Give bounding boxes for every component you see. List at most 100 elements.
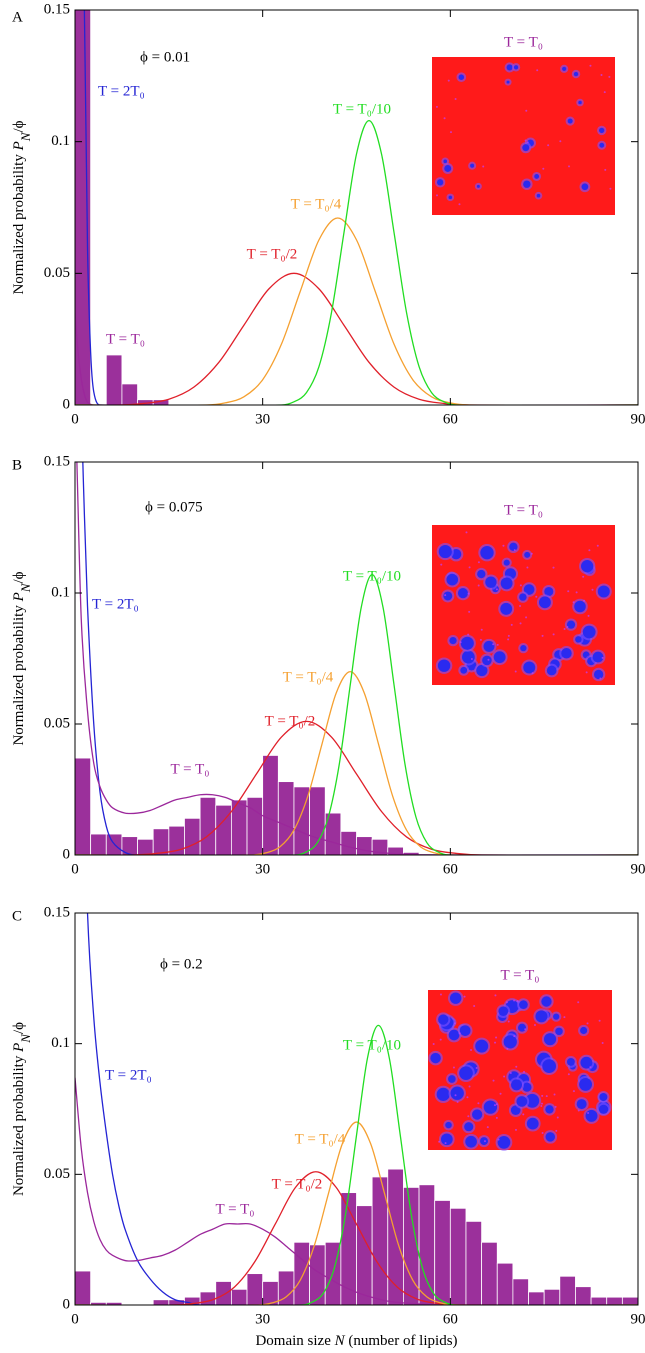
x-tick-label: 90 (631, 861, 645, 877)
x-tick-label: 90 (631, 1311, 645, 1327)
inset-speck (482, 165, 485, 168)
histogram-bar (75, 10, 92, 405)
inset-domain (526, 1117, 539, 1130)
inset-domain (438, 1014, 449, 1025)
series-line (86, 913, 638, 1305)
inset-domain (482, 655, 492, 666)
inset-domain (599, 1092, 608, 1102)
histogram-bar (230, 1288, 248, 1305)
histogram-bar (199, 1291, 217, 1305)
inset-domain (459, 1066, 473, 1081)
series-label: T = T₀/2 (272, 1176, 323, 1192)
y-axis-label-part: Normalized probability (11, 601, 27, 745)
inset-domain (440, 1133, 453, 1146)
inset-domain (522, 144, 530, 152)
inset-domain (448, 1075, 456, 1083)
inset-domain (448, 195, 453, 200)
inset-image (428, 990, 612, 1151)
inset-speck (477, 584, 480, 587)
series-label: T = T₀/2 (265, 713, 316, 729)
histogram-bar (199, 796, 217, 855)
y-tick-label: 0 (63, 846, 71, 862)
inset-speck (559, 140, 562, 143)
inset-speck (601, 1042, 604, 1045)
inset-image (432, 525, 615, 685)
inset-domain (459, 1025, 471, 1036)
y-axis-label-part: /ϕ (11, 571, 27, 583)
inset-domain (476, 184, 480, 188)
inset-domain (446, 573, 459, 586)
y-tick-label: 0.15 (44, 453, 70, 469)
inset-speck (591, 588, 594, 591)
inset-label: T = T₀ (501, 967, 540, 983)
inset-speck (519, 622, 522, 625)
plot-frame (74, 912, 639, 1306)
inset-speck (468, 566, 471, 569)
inset-speck (454, 98, 457, 101)
series-label: T = T₀/4 (295, 1131, 346, 1147)
panel-label: C (12, 908, 22, 924)
inset-speck (477, 561, 480, 564)
y-tick-label: 0.1 (51, 133, 70, 149)
x-tick-label: 60 (443, 1311, 458, 1327)
inset-speck (510, 623, 513, 626)
x-tick-label: 30 (255, 861, 270, 877)
histogram-bar (75, 1270, 92, 1305)
inset-speck (459, 641, 462, 644)
inset-speck (536, 69, 539, 72)
histogram-bar (293, 1241, 310, 1305)
inset-speck (492, 643, 495, 646)
series-label: T = T₀ (171, 761, 210, 777)
inset-speck (499, 1092, 502, 1095)
x-tick-label: 0 (71, 411, 79, 427)
inset-speck (554, 1105, 557, 1108)
inset-domain (517, 1023, 527, 1032)
inset-speck (438, 1140, 441, 1143)
inset-label: T = T₀ (504, 34, 543, 50)
inset-speck (525, 616, 528, 619)
inset-domain (553, 1013, 560, 1020)
histogram-bar (215, 1281, 232, 1305)
inset-domain (525, 1093, 540, 1108)
series-label: T = 2T₀ (92, 596, 139, 612)
inset-speck (604, 168, 607, 171)
inset-domain (483, 640, 495, 652)
inset-speck (586, 1022, 589, 1025)
series-label: T = T₀/10 (343, 568, 401, 584)
inset-speck (526, 566, 529, 569)
series-line (75, 312, 638, 405)
inset-speck (473, 1004, 476, 1007)
y-axis-label-part: Normalized probability (11, 1052, 27, 1196)
inset-domain (460, 636, 474, 650)
histogram-bar (434, 1200, 451, 1305)
inset-speck (470, 1049, 473, 1052)
histogram-bar (528, 1291, 545, 1305)
x-axis-label-part: (number of lipids) (345, 1333, 458, 1349)
inset-domain (574, 600, 586, 613)
inset-domain (483, 1100, 498, 1114)
series-label: T = T₀ (216, 1201, 255, 1217)
y-tick-label: 0 (63, 396, 71, 412)
inset-speck (435, 105, 438, 108)
inset-domain (475, 1039, 489, 1053)
inset-domain (541, 996, 552, 1007)
histogram-bar (121, 383, 138, 405)
histogram-bar (606, 1296, 623, 1305)
inset-domain (573, 71, 579, 77)
inset-domain (581, 560, 594, 573)
x-axis-label: Domain size N (number of lipids) (255, 1333, 457, 1349)
y-axis-label-part: N (18, 582, 33, 593)
inset-domain (519, 1000, 528, 1010)
inset-speck (555, 1129, 558, 1132)
y-axis-label-part: N (18, 1033, 33, 1044)
inset-speck (502, 544, 505, 547)
histogram-bar (152, 1299, 170, 1305)
inset-speck (456, 1100, 459, 1103)
inset-domain (592, 651, 604, 663)
y-axis-label: Normalized probability PN/ϕ (11, 1022, 33, 1196)
series-label: T = T₀/10 (343, 1037, 401, 1053)
y-tick-label: 0.15 (44, 904, 70, 920)
y-axis-label-part: /ϕ (11, 1022, 27, 1034)
inset-domain (546, 665, 557, 676)
inset-speck (492, 1079, 495, 1082)
